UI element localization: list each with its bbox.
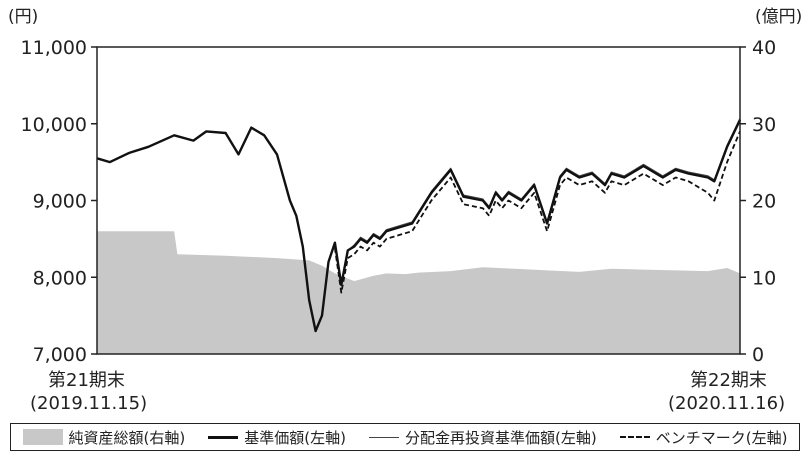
left-tick-label: 9,000 — [33, 191, 87, 213]
legend-swatch-area — [22, 429, 63, 445]
series-net-assets-area — [97, 231, 740, 354]
net-assets-area-layer — [97, 231, 740, 354]
legend-label-nav: 基準価額(左軸) — [244, 428, 346, 447]
x-start-label-line1: 第21期末 — [48, 370, 125, 391]
x-end-label-line2: (2020.11.16) — [668, 393, 785, 414]
legend-label-benchmark: ベンチマーク(左軸) — [655, 428, 788, 447]
legend-swatch-dashed — [619, 436, 650, 438]
x-end-label-line1: 第22期末 — [690, 370, 767, 391]
right-tick-label: 30 — [752, 114, 776, 136]
chart: (円) (億円) 7,000 8,000 9,000 10,000 11,000 0 10… — [8, 7, 802, 414]
left-tick-label: 7,000 — [33, 344, 87, 366]
legend-item-net-assets: 純資産総額(右軸) — [22, 427, 186, 448]
series-nav-line — [96, 119, 742, 333]
legend-swatch-thin — [369, 436, 400, 438]
right-tick-label: 40 — [752, 37, 776, 59]
left-tick-label: 11,000 — [21, 37, 87, 59]
right-tick-label: 10 — [752, 267, 776, 289]
right-tick-label: 20 — [752, 191, 776, 213]
lines-layer — [96, 118, 742, 333]
series-benchmark-line — [334, 131, 741, 294]
legend-item-benchmark: ベンチマーク(左軸) — [619, 427, 788, 448]
legend-label-net-assets: 純資産総額(右軸) — [68, 428, 186, 447]
left-tick-label: 10,000 — [21, 114, 87, 136]
right-axis-unit: (億円) — [755, 7, 802, 27]
legend: 純資産総額(右軸) 基準価額(左軸) 分配金再投資基準価額(左軸) ベンチマーク… — [10, 423, 800, 451]
legend-item-reinvested-nav: 分配金再投資基準価額(左軸) — [369, 427, 597, 448]
left-axis-unit: (円) — [8, 7, 38, 27]
right-tick-label: 0 — [752, 344, 764, 366]
left-axis: 7,000 8,000 9,000 10,000 11,000 — [21, 37, 97, 366]
legend-item-nav: 基準価額(左軸) — [208, 427, 346, 448]
legend-swatch-solid — [208, 435, 239, 439]
x-start-label-line2: (2019.11.15) — [30, 393, 147, 414]
legend-label-reinvested-nav: 分配金再投資基準価額(左軸) — [405, 428, 597, 447]
right-axis: 0 10 20 30 40 — [740, 37, 776, 366]
left-tick-label: 8,000 — [33, 267, 87, 289]
